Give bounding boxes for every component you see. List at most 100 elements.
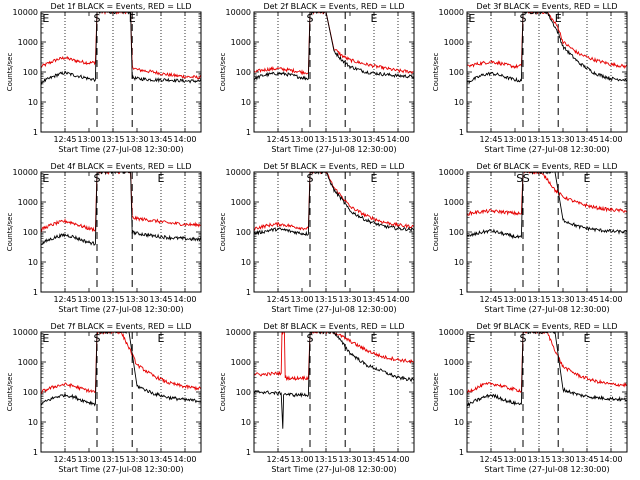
plot-frame: [466, 331, 628, 453]
x-tick-label: 12:45: [53, 135, 76, 144]
x-axis-label: Start Time (27-Jul-08 12:30:00): [58, 465, 183, 474]
y-tick-label: 1: [33, 128, 38, 137]
panel-det-4: Det 4f BLACK = Events, RED = LLD Counts/s…: [6, 162, 202, 314]
y-tick-label: 1: [246, 288, 251, 297]
x-tick-label: 14:00: [173, 455, 196, 464]
x-tick-label: 13:15: [527, 135, 550, 144]
y-axis-label: Counts/sec: [219, 373, 227, 412]
lld-series-line: [254, 172, 414, 231]
x-axis-label: Start Time (27-Jul-08 12:30:00): [58, 305, 183, 314]
x-tick-label: 14:00: [173, 295, 196, 304]
end-marker: E: [584, 332, 591, 345]
panel-title: Det 9f BLACK = Events, RED = LLD: [476, 322, 617, 331]
x-tick-label: 13:15: [101, 455, 124, 464]
y-tick-label: 10: [241, 98, 251, 107]
panel-det-6: Det 6f BLACK = Events, RED = LLD Counts/s…: [432, 162, 628, 314]
y-tick-label: 1: [33, 448, 38, 457]
x-tick-label: 12:45: [53, 295, 76, 304]
lld-series-line: [41, 172, 201, 233]
x-tick-label: 12:45: [53, 455, 76, 464]
plot-frame: [466, 11, 628, 133]
x-tick-label: 13:45: [575, 455, 598, 464]
y-tick-label: 10000: [13, 8, 38, 17]
panel-det-8: Det 8f BLACK = Events, RED = LLD Counts/s…: [219, 322, 415, 474]
x-tick-label: 14:00: [386, 455, 409, 464]
x-tick-label: 14:00: [173, 135, 196, 144]
events-series-line: [254, 172, 414, 236]
x-tick-label: 13:00: [503, 455, 526, 464]
start-marker: S: [520, 332, 527, 345]
start-marker: S: [307, 332, 314, 345]
x-tick-label: 14:00: [386, 135, 409, 144]
x-tick-label: 13:00: [77, 135, 100, 144]
y-tick-label: 10: [241, 418, 251, 427]
start-marker: S: [307, 172, 314, 185]
y-tick-label: 1000: [444, 198, 464, 207]
y-tick-label: 10: [454, 98, 464, 107]
x-tick-label: 13:00: [290, 455, 313, 464]
events-series-line: [41, 12, 201, 85]
y-tick-label: 100: [236, 68, 251, 77]
x-tick-label: 13:45: [575, 295, 598, 304]
x-axis-label: Start Time (27-Jul-08 12:30:00): [484, 465, 609, 474]
x-tick-label: 12:45: [266, 455, 289, 464]
end-marker: E: [468, 12, 475, 25]
x-tick-label: 13:00: [503, 295, 526, 304]
panel-title: Det 6f BLACK = Events, RED = LLD: [476, 162, 617, 171]
x-tick-label: 13:00: [77, 455, 100, 464]
x-tick-label: 13:00: [290, 295, 313, 304]
plot-frame: [40, 331, 202, 453]
end-marker: E: [42, 12, 49, 25]
x-tick-label: 14:00: [599, 295, 622, 304]
x-tick-label: 13:30: [338, 455, 361, 464]
plot-frame: [40, 171, 202, 293]
y-tick-label: 10000: [439, 8, 464, 17]
panel-det-2: Det 2f BLACK = Events, RED = LLD Counts/s…: [219, 2, 415, 154]
y-tick-label: 10: [28, 418, 38, 427]
lld-series-line: [254, 332, 414, 382]
y-tick-label: 1: [459, 448, 464, 457]
events-series-line: [254, 332, 414, 429]
start-marker: S: [94, 12, 101, 25]
x-tick-label: 13:45: [362, 455, 385, 464]
x-tick-label: 13:15: [314, 135, 337, 144]
x-tick-label: 13:30: [551, 295, 574, 304]
x-tick-label: 13:15: [101, 295, 124, 304]
y-tick-label: 100: [449, 388, 464, 397]
x-tick-label: 12:45: [266, 295, 289, 304]
y-tick-label: 1000: [444, 358, 464, 367]
x-tick-label: 13:15: [527, 455, 550, 464]
x-tick-label: 14:00: [599, 135, 622, 144]
x-tick-label: 13:00: [503, 135, 526, 144]
events-series-line: [467, 172, 627, 240]
x-tick-label: 13:45: [575, 135, 598, 144]
y-tick-label: 1000: [18, 198, 38, 207]
x-tick-label: 13:45: [362, 295, 385, 304]
lld-series-line: [41, 332, 201, 395]
end-marker: E: [158, 172, 165, 185]
panel-det-3: Det 3f BLACK = Events, RED = LLD Counts/s…: [432, 2, 628, 154]
events-series-line: [41, 172, 201, 246]
x-tick-label: 14:00: [386, 295, 409, 304]
panel-det-1: Det 1f BLACK = Events, RED = LLD Counts/s…: [6, 2, 202, 154]
start-marker: S: [520, 12, 527, 25]
panel-det-7: Det 7f BLACK = Events, RED = LLD Counts/s…: [6, 322, 202, 474]
y-tick-label: 10000: [439, 328, 464, 337]
panel-det-9: Det 9f BLACK = Events, RED = LLD Counts/s…: [432, 322, 628, 474]
start-marker: S: [94, 172, 101, 185]
panel-title: Det 5f BLACK = Events, RED = LLD: [263, 162, 404, 171]
start-marker: S: [94, 332, 101, 345]
y-tick-label: 10000: [13, 168, 38, 177]
panel-det-5: Det 5f BLACK = Events, RED = LLD Counts/s…: [219, 162, 415, 314]
x-tick-label: 12:45: [479, 135, 502, 144]
y-tick-label: 1000: [444, 38, 464, 47]
y-tick-label: 1: [459, 128, 464, 137]
end-marker: E: [158, 332, 165, 345]
x-tick-label: 13:15: [314, 295, 337, 304]
start-marker: S: [523, 172, 530, 185]
y-axis-label: Counts/sec: [6, 213, 14, 252]
x-tick-label: 13:45: [149, 455, 172, 464]
x-tick-label: 13:30: [125, 135, 148, 144]
y-tick-label: 100: [23, 388, 38, 397]
